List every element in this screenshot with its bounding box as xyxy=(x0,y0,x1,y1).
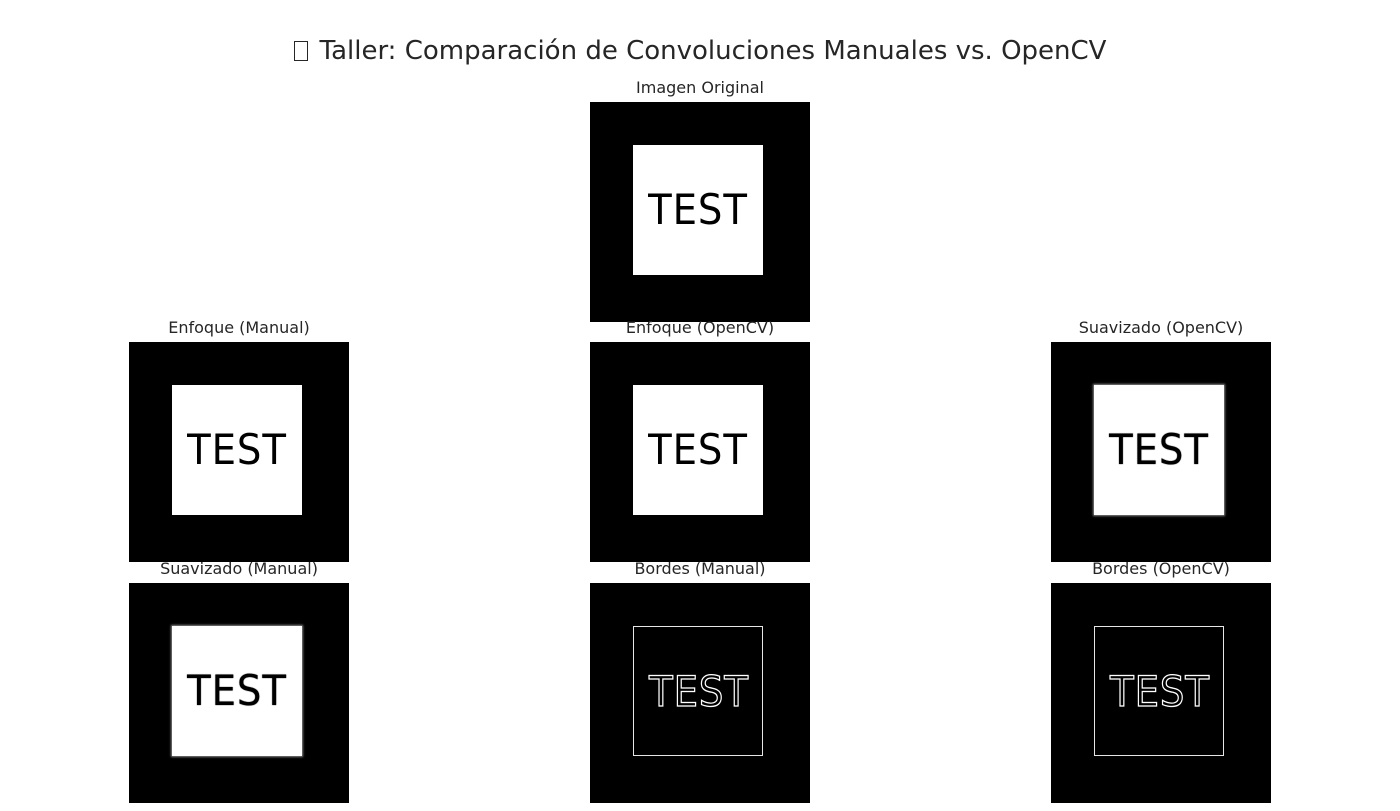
image-sharpen-manual: TEST xyxy=(129,342,349,562)
panel-title: Suavizado (OpenCV) xyxy=(1078,318,1244,337)
image-text: TEST xyxy=(1109,425,1209,474)
image-sharpen-opencv: TEST xyxy=(590,342,810,562)
panel-title: Suavizado (Manual) xyxy=(160,559,318,578)
panel-edges-manual: Bordes (Manual) TEST xyxy=(590,559,810,803)
image-text: TEST xyxy=(187,425,287,474)
image-original: TEST xyxy=(590,102,810,322)
image-edges-opencv: TEST xyxy=(1051,583,1271,803)
image-blur-manual: TEST xyxy=(129,583,349,803)
panel-title: Enfoque (Manual) xyxy=(168,318,310,337)
panel-blur-manual: Suavizado (Manual) TEST xyxy=(129,559,349,803)
panel-edges-opencv: Bordes (OpenCV) TEST xyxy=(1051,559,1271,803)
panel-original: Imagen Original TEST xyxy=(590,78,810,322)
panel-sharpen-opencv: Enfoque (OpenCV) TEST xyxy=(590,318,810,562)
edge-square: TEST xyxy=(1094,626,1224,756)
white-square: TEST xyxy=(172,626,302,756)
image-blur-opencv: TEST xyxy=(1051,342,1271,562)
panel-title: Bordes (OpenCV) xyxy=(1092,559,1230,578)
image-text: TEST xyxy=(648,667,749,716)
white-square: TEST xyxy=(1094,385,1224,515)
white-square: TEST xyxy=(633,385,763,515)
panel-title: Enfoque (OpenCV) xyxy=(625,318,775,337)
image-text: TEST xyxy=(1109,667,1210,716)
image-text: TEST xyxy=(187,666,287,715)
white-square: TEST xyxy=(633,145,763,275)
image-edges-manual: TEST xyxy=(590,583,810,803)
white-square: TEST xyxy=(172,385,302,515)
edge-square: TEST xyxy=(633,626,763,756)
panel-blur-opencv: Suavizado (OpenCV) TEST xyxy=(1051,318,1271,562)
image-text: TEST xyxy=(648,425,748,474)
image-text: TEST xyxy=(648,185,748,234)
panel-title: Imagen Original xyxy=(636,78,764,97)
figure-title: Taller: Comparación de Convoluciones Man… xyxy=(0,34,1400,68)
panel-title: Bordes (Manual) xyxy=(634,559,766,578)
missing-glyph-icon xyxy=(293,41,308,61)
figure-title-text: Taller: Comparación de Convoluciones Man… xyxy=(319,36,1107,66)
panel-sharpen-manual: Enfoque (Manual) TEST xyxy=(129,318,349,562)
